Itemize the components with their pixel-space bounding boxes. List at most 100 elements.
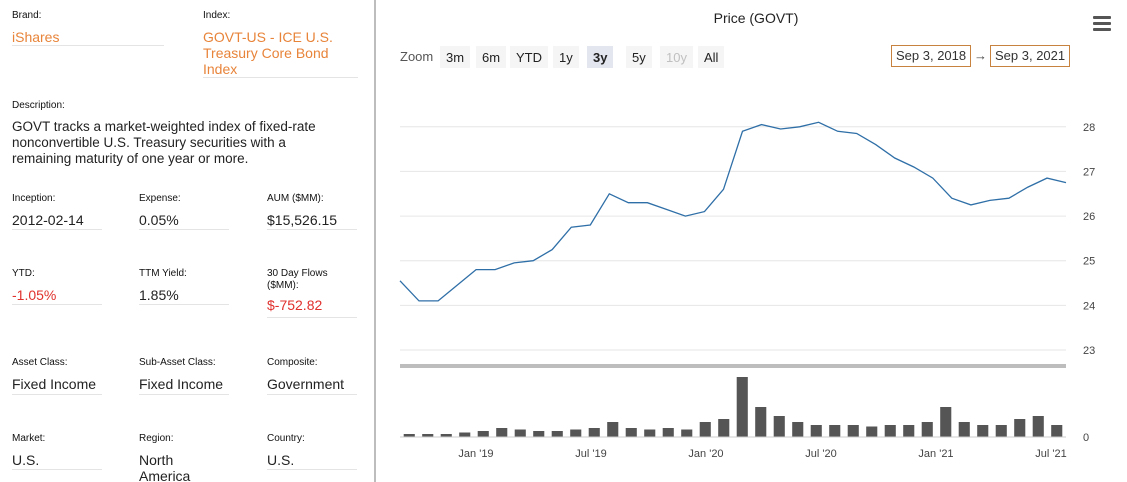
ytd-value: -1.05% bbox=[12, 287, 57, 303]
volume-bar bbox=[477, 431, 489, 437]
volume-bar bbox=[884, 425, 896, 437]
market-cell: Market: U.S. bbox=[12, 433, 102, 471]
country-cell: Country: U.S. bbox=[267, 433, 357, 471]
volume-bar bbox=[829, 425, 841, 437]
index-cell: Index: GOVT-US - ICE U.S. Treasury Core … bbox=[203, 10, 358, 79]
y-tick-label: 25 bbox=[1083, 256, 1095, 268]
volume-bar bbox=[977, 425, 989, 437]
volume-bar bbox=[588, 428, 600, 437]
volume-bar bbox=[681, 429, 693, 437]
zoom-10y-button[interactable]: 10y bbox=[660, 46, 693, 68]
asset-class-value: Fixed Income bbox=[12, 376, 97, 392]
expense-cell: Expense: 0.05% bbox=[139, 193, 229, 231]
composite-value: Government bbox=[267, 376, 345, 392]
volume-tick-label: 0 bbox=[1083, 432, 1089, 444]
volume-bar bbox=[792, 422, 804, 437]
asset-class-cell: Asset Class: Fixed Income bbox=[12, 357, 102, 395]
volume-bar bbox=[718, 419, 730, 437]
volume-bar bbox=[810, 425, 822, 437]
zoom-3y-button[interactable]: 3y bbox=[587, 46, 614, 68]
market-label: Market: bbox=[12, 433, 46, 444]
brand-cell: Brand: iShares bbox=[12, 10, 164, 47]
x-tick-label: Jan '20 bbox=[688, 448, 723, 460]
price-chart[interactable]: 23 24 25 26 27 28 0 Jan '19 Jul '19 Jan '20 Jul '2… bbox=[378, 80, 1123, 480]
flows-label: 30 Day Flows ($MM): bbox=[267, 268, 328, 291]
market-value: U.S. bbox=[12, 452, 40, 468]
region-label: Region: bbox=[139, 433, 174, 444]
divider bbox=[12, 304, 102, 305]
volume-bar bbox=[755, 407, 767, 437]
y-tick-label: 23 bbox=[1083, 345, 1095, 357]
divider bbox=[139, 394, 229, 395]
zoom-1y-button[interactable]: 1y bbox=[553, 46, 579, 68]
volume-bar bbox=[533, 431, 545, 437]
expense-value: 0.05% bbox=[139, 212, 179, 228]
country-value: U.S. bbox=[267, 452, 295, 468]
flows-value: $-752.82 bbox=[267, 297, 323, 313]
volume-bar bbox=[551, 431, 563, 437]
composite-cell: Composite: Government bbox=[267, 357, 357, 395]
description-cell: Description: GOVT tracks a market-weight… bbox=[12, 100, 347, 167]
x-tick-label: Jul '19 bbox=[575, 448, 606, 460]
ttm-yield-cell: TTM Yield: 1.85% bbox=[139, 268, 229, 306]
aum-value: $15,526.15 bbox=[267, 212, 338, 228]
inception-cell: Inception: 2012-02-14 bbox=[12, 193, 102, 231]
country-label: Country: bbox=[267, 433, 305, 444]
to-date-input[interactable]: Sep 3, 2021 bbox=[990, 45, 1071, 67]
divider bbox=[203, 77, 358, 78]
zoom-ytd-button[interactable]: YTD bbox=[510, 46, 548, 68]
x-tick-label: Jan '19 bbox=[458, 448, 493, 460]
divider bbox=[139, 304, 229, 305]
aum-label: AUM ($MM): bbox=[267, 193, 324, 204]
chart-title: Price (GOVT) bbox=[713, 10, 799, 26]
volume-bar bbox=[514, 429, 526, 437]
volume-bar bbox=[440, 434, 452, 437]
brand-label: Brand: bbox=[12, 10, 42, 21]
zoom-label: Zoom bbox=[400, 49, 434, 64]
volume-bar bbox=[995, 425, 1007, 437]
date-range-arrow: → bbox=[974, 48, 987, 63]
zoom-6m-button[interactable]: 6m bbox=[476, 46, 507, 68]
volume-bar bbox=[422, 434, 434, 437]
volume-bar bbox=[662, 428, 674, 437]
volume-bar bbox=[1051, 425, 1063, 437]
volume-bar bbox=[607, 422, 619, 437]
x-tick-label: Jan '21 bbox=[918, 448, 953, 460]
divider bbox=[267, 229, 357, 230]
zoom-3m-button[interactable]: 3m bbox=[440, 46, 471, 68]
sub-asset-class-value: Fixed Income bbox=[139, 376, 224, 392]
ttm-yield-label: TTM Yield: bbox=[139, 268, 187, 279]
divider bbox=[267, 394, 357, 395]
volume-bar bbox=[773, 416, 785, 437]
divider bbox=[12, 469, 102, 470]
volume-bar bbox=[403, 434, 415, 437]
volume-bar bbox=[459, 432, 471, 437]
y-tick-label: 24 bbox=[1083, 300, 1095, 312]
divider bbox=[267, 469, 357, 470]
zoom-5y-button[interactable]: 5y bbox=[626, 46, 652, 68]
volume-bar bbox=[958, 422, 970, 437]
ttm-yield-value: 1.85% bbox=[139, 287, 179, 303]
divider bbox=[139, 229, 229, 230]
volume-bar bbox=[903, 425, 915, 437]
y-tick-label: 26 bbox=[1083, 211, 1095, 223]
ytd-label: YTD: bbox=[12, 268, 35, 279]
zoom-all-button[interactable]: All bbox=[698, 46, 725, 68]
divider bbox=[12, 45, 164, 46]
sub-asset-class-cell: Sub-Asset Class: Fixed Income bbox=[139, 357, 229, 395]
index-value: GOVT-US - ICE U.S. Treasury Core Bond In… bbox=[203, 29, 333, 77]
divider bbox=[267, 317, 357, 318]
inception-value: 2012-02-14 bbox=[12, 212, 84, 228]
inception-label: Inception: bbox=[12, 193, 56, 204]
region-value: North America bbox=[139, 452, 191, 482]
region-cell: Region: North America bbox=[139, 433, 229, 482]
volume-bar bbox=[644, 429, 656, 437]
hamburger-menu-icon[interactable] bbox=[1093, 16, 1111, 31]
price-series-line bbox=[399, 121, 1067, 302]
x-tick-label: Jul '21 bbox=[1035, 448, 1066, 460]
divider bbox=[12, 394, 102, 395]
volume-bar bbox=[736, 377, 748, 437]
from-date-input[interactable]: Sep 3, 2018 bbox=[891, 45, 972, 67]
chart-panel: Price (GOVT) Zoom 3m 6m YTD 1y 3y 5y 10y… bbox=[378, 0, 1127, 482]
fund-info-panel: Brand: iShares Index: GOVT-US - ICE U.S.… bbox=[0, 0, 374, 482]
